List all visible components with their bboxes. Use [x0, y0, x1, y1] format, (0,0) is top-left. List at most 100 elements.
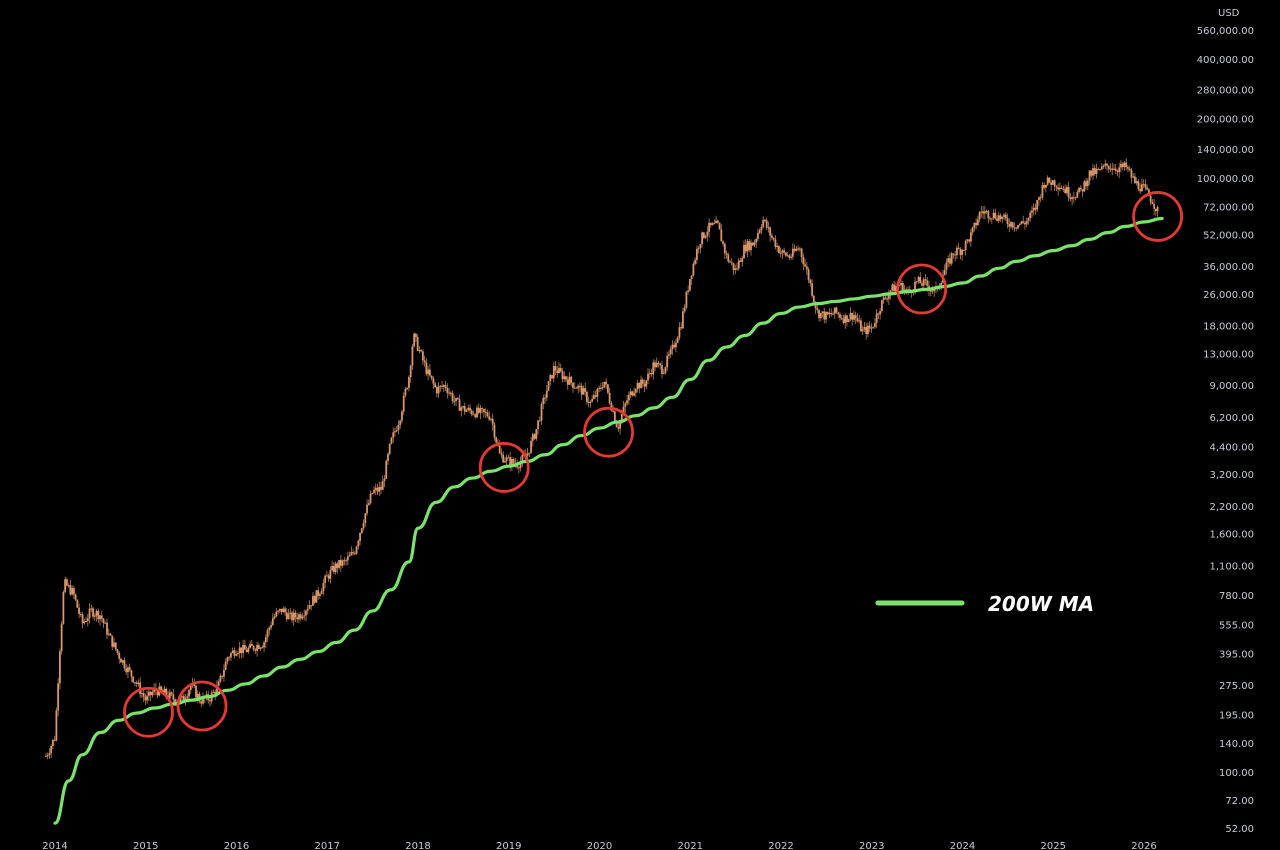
candle-body [93, 615, 96, 617]
candle-body [453, 401, 456, 403]
candle-body [744, 244, 747, 252]
candle-body [648, 373, 651, 375]
candle-body [992, 212, 995, 219]
candle-body [366, 504, 368, 514]
candle-body [669, 348, 672, 355]
candle-body [315, 590, 318, 603]
candle-body [586, 391, 588, 402]
candle-body [755, 238, 758, 243]
x-tick-label: 2023 [859, 841, 884, 850]
candle-body [60, 623, 63, 652]
candle-body [156, 690, 159, 696]
candle-body [1097, 168, 1100, 170]
x-tick-label: 2019 [496, 841, 521, 850]
candle-body [830, 312, 833, 315]
candle-body [716, 220, 719, 223]
candle-body [622, 406, 625, 415]
candle-body [760, 226, 763, 231]
candle-body [947, 258, 950, 263]
candle-body [638, 383, 641, 389]
candle-body [130, 670, 133, 677]
candle-body [858, 320, 861, 322]
candle-body [200, 701, 203, 704]
candle-body [1130, 170, 1133, 178]
candle-body [807, 269, 810, 280]
candle-body [556, 370, 559, 374]
candle-body [439, 385, 442, 387]
candle-body [654, 362, 656, 368]
candle-body [1120, 163, 1122, 168]
candle-body [303, 615, 306, 617]
candle-body [270, 625, 272, 628]
candle-body [263, 642, 265, 648]
candle-body [226, 657, 229, 662]
y-tick-label: 4,400.00 [1209, 443, 1254, 454]
x-tick-label: 2020 [587, 841, 612, 850]
candle-body [247, 647, 250, 653]
candle-body [350, 552, 353, 556]
candle-body [699, 244, 702, 248]
candle-body [659, 363, 662, 366]
candle-body [254, 649, 257, 651]
candle-body [856, 318, 859, 322]
candle-body [980, 211, 983, 213]
candle-body [413, 333, 416, 347]
candle-body [1072, 197, 1075, 199]
candle-body [432, 378, 435, 384]
candle-body [1095, 168, 1098, 175]
candle-body [223, 669, 225, 677]
candle-body [610, 403, 613, 411]
candle-body [174, 699, 176, 704]
candle-body [472, 414, 475, 416]
candle-body [617, 427, 620, 429]
candle-body [758, 230, 761, 233]
candle-body [332, 565, 335, 573]
candle-body [79, 614, 82, 616]
candle-body [415, 333, 417, 338]
candle-body [795, 248, 798, 251]
candle-body [430, 375, 433, 379]
candle-body [243, 645, 246, 650]
x-tick-label: 2015 [133, 841, 158, 850]
y-tick-label: 100,000.00 [1197, 174, 1254, 185]
candle-body [352, 552, 354, 554]
candle-body [282, 608, 285, 613]
candle-body [835, 307, 838, 313]
candle-body [188, 690, 190, 697]
candle-body [697, 247, 700, 250]
candle-body [973, 222, 976, 228]
candle-body [587, 401, 590, 403]
candle-body [636, 383, 639, 390]
candle-body [741, 258, 744, 262]
candle-body [861, 329, 864, 332]
candle-body [362, 523, 365, 529]
candle-body [746, 241, 749, 252]
candle-body [493, 424, 496, 438]
candle-body [969, 232, 972, 242]
candle-body [189, 685, 192, 691]
candle-body [106, 622, 108, 635]
candle-body [675, 342, 677, 348]
candle-body [259, 647, 262, 649]
candle-body [542, 397, 545, 404]
candle-body [128, 667, 131, 671]
candle-body [811, 283, 813, 296]
candle-body [657, 362, 660, 364]
candle-body [877, 313, 880, 315]
candle-body [921, 283, 923, 286]
candle-body [800, 248, 803, 257]
candle-body [1057, 187, 1060, 190]
candle-body [273, 616, 276, 619]
candle-body [121, 660, 124, 663]
candle-body [184, 698, 187, 701]
candle-body [277, 610, 279, 612]
candle-body [1154, 208, 1157, 212]
candle-body [181, 696, 183, 698]
candle-body [486, 412, 489, 417]
candle-body [64, 579, 67, 592]
candle-body [846, 315, 848, 323]
candle-body [331, 565, 334, 571]
candle-body [90, 608, 93, 610]
candle-body [1053, 180, 1056, 187]
candle-body [645, 380, 648, 387]
